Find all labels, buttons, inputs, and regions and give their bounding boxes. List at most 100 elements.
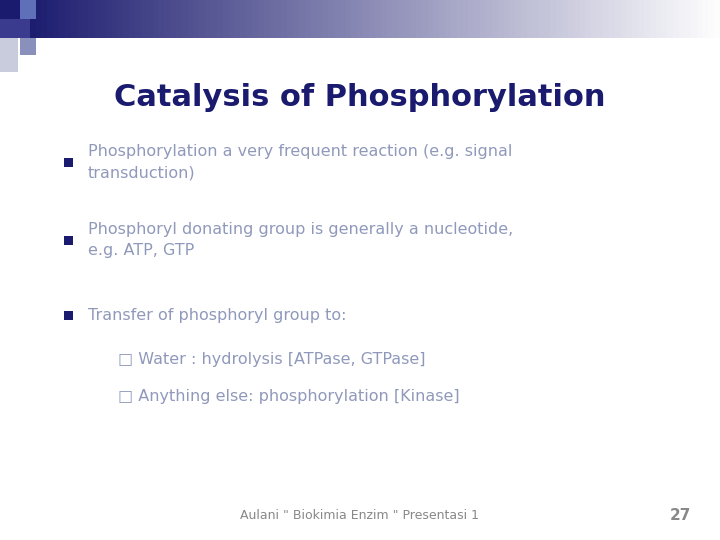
Bar: [626, 0, 632, 38]
Bar: [597, 0, 603, 38]
Bar: [568, 0, 574, 38]
Bar: [527, 0, 533, 38]
Bar: [65, 0, 71, 38]
Bar: [181, 0, 188, 38]
Bar: [48, 0, 53, 38]
Bar: [71, 0, 76, 38]
Bar: [346, 0, 351, 38]
Bar: [539, 0, 544, 38]
Bar: [240, 0, 246, 38]
Bar: [287, 0, 293, 38]
Bar: [533, 0, 539, 38]
Bar: [492, 0, 498, 38]
Bar: [323, 0, 328, 38]
Bar: [439, 0, 445, 38]
Text: □ Anything else: phosphorylation [Kinase]: □ Anything else: phosphorylation [Kinase…: [118, 389, 459, 404]
Bar: [662, 0, 667, 38]
Bar: [305, 0, 310, 38]
Bar: [235, 0, 240, 38]
Bar: [310, 0, 316, 38]
Bar: [158, 0, 164, 38]
Bar: [521, 0, 527, 38]
Text: 27: 27: [670, 508, 691, 523]
Bar: [170, 0, 176, 38]
Bar: [269, 0, 275, 38]
Bar: [673, 0, 679, 38]
Bar: [59, 0, 65, 38]
Bar: [0, 0, 20, 19]
Bar: [100, 0, 106, 38]
Bar: [428, 0, 433, 38]
Bar: [63, 158, 73, 166]
Bar: [562, 0, 568, 38]
Bar: [18, 0, 24, 38]
Text: Aulani " Biokimia Enzim " Presentasi 1: Aulani " Biokimia Enzim " Presentasi 1: [240, 509, 480, 522]
Bar: [685, 0, 690, 38]
Text: □ Water : hydrolysis [ATPase, GTPase]: □ Water : hydrolysis [ATPase, GTPase]: [118, 352, 426, 367]
Bar: [410, 0, 416, 38]
Bar: [480, 0, 486, 38]
Bar: [649, 0, 656, 38]
Bar: [205, 0, 211, 38]
Bar: [0, 38, 18, 72]
Bar: [82, 0, 89, 38]
Bar: [129, 0, 135, 38]
Bar: [147, 0, 153, 38]
Bar: [398, 0, 404, 38]
Bar: [123, 0, 129, 38]
Bar: [76, 0, 82, 38]
Bar: [53, 0, 59, 38]
Bar: [112, 0, 117, 38]
Bar: [42, 0, 48, 38]
Bar: [141, 0, 147, 38]
Bar: [609, 0, 615, 38]
Bar: [164, 0, 170, 38]
Bar: [469, 0, 474, 38]
Bar: [176, 0, 181, 38]
Bar: [404, 0, 410, 38]
Bar: [316, 0, 323, 38]
Bar: [63, 312, 73, 320]
Bar: [135, 0, 141, 38]
Bar: [328, 0, 334, 38]
Bar: [0, 0, 20, 26]
Bar: [638, 0, 644, 38]
Bar: [264, 0, 269, 38]
Bar: [580, 0, 585, 38]
Bar: [503, 0, 510, 38]
Bar: [117, 0, 123, 38]
Bar: [603, 0, 609, 38]
Bar: [714, 0, 720, 38]
Bar: [211, 0, 217, 38]
Bar: [708, 0, 714, 38]
Bar: [258, 0, 264, 38]
Bar: [106, 0, 112, 38]
Bar: [392, 0, 398, 38]
Bar: [591, 0, 597, 38]
Bar: [445, 0, 451, 38]
Bar: [510, 0, 516, 38]
Bar: [451, 0, 456, 38]
Bar: [456, 0, 463, 38]
Bar: [644, 0, 649, 38]
Bar: [351, 0, 357, 38]
Bar: [63, 236, 73, 245]
Bar: [194, 0, 199, 38]
Bar: [153, 0, 158, 38]
Bar: [690, 0, 697, 38]
Bar: [632, 0, 638, 38]
Bar: [275, 0, 282, 38]
Bar: [35, 0, 42, 38]
Text: Transfer of phosphoryl group to:: Transfer of phosphoryl group to:: [88, 308, 346, 323]
Bar: [369, 0, 375, 38]
Bar: [357, 0, 363, 38]
Bar: [340, 0, 346, 38]
Bar: [299, 0, 305, 38]
Text: Catalysis of Phosphorylation: Catalysis of Phosphorylation: [114, 83, 606, 112]
Bar: [667, 0, 673, 38]
Bar: [94, 0, 100, 38]
Bar: [422, 0, 428, 38]
Bar: [20, 0, 36, 19]
Bar: [550, 0, 557, 38]
Bar: [20, 38, 36, 55]
